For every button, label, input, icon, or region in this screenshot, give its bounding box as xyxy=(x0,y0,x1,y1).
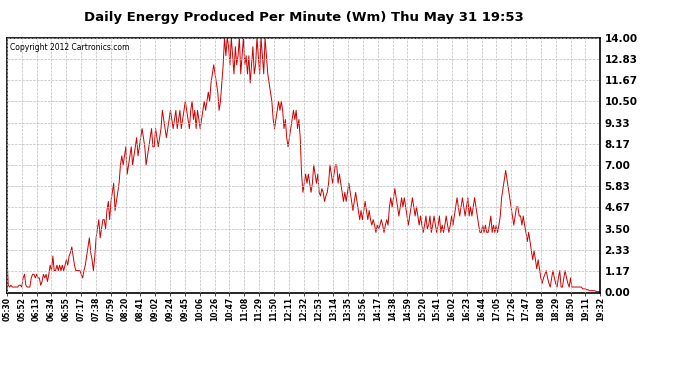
Text: Daily Energy Produced Per Minute (Wm) Thu May 31 19:53: Daily Energy Produced Per Minute (Wm) Th… xyxy=(83,11,524,24)
Text: Copyright 2012 Cartronics.com: Copyright 2012 Cartronics.com xyxy=(10,43,129,52)
